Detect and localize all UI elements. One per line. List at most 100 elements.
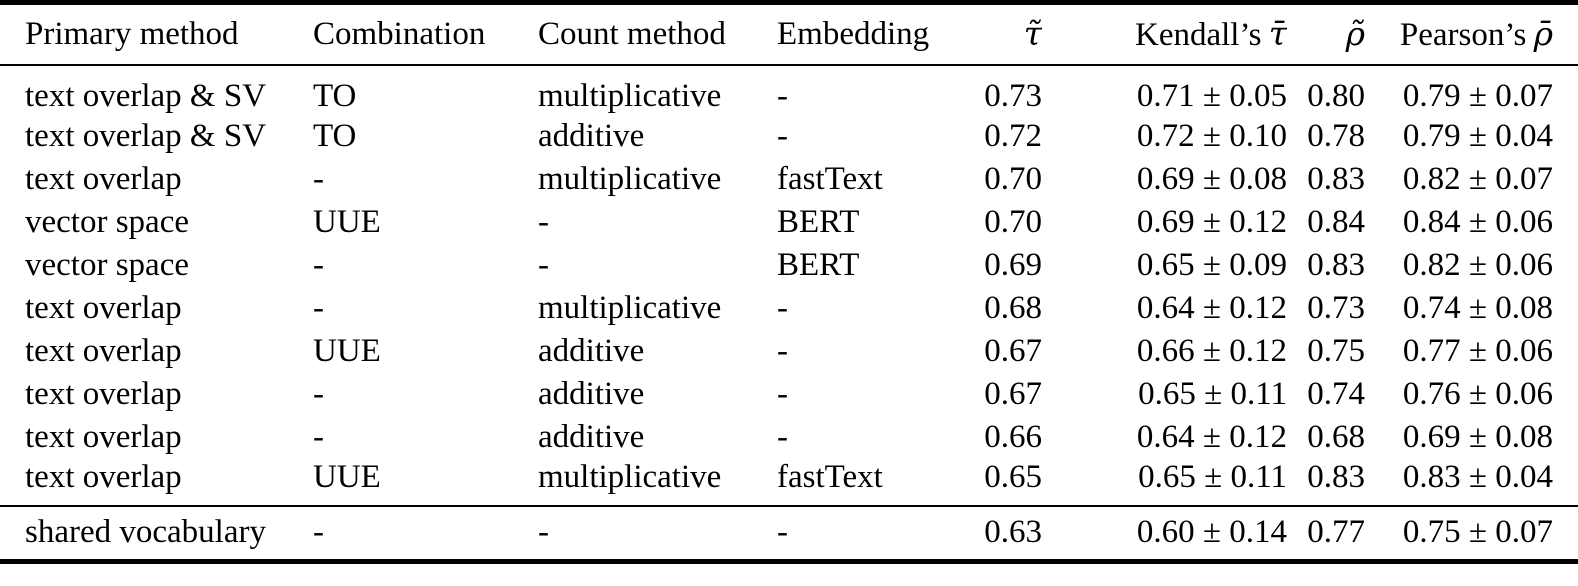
table-row: text overlap UUE multiplicative fastText… [0, 459, 1578, 506]
cell-count-method: multiplicative [538, 289, 722, 326]
cell-count-method: additive [538, 418, 645, 455]
header-pearsons-rho: Pearson’s ρ̄ [1365, 3, 1578, 65]
cell-embedding: - [777, 375, 788, 412]
cell-combination: - [313, 418, 324, 455]
cell-combination: TO [313, 117, 357, 154]
cell-count-method: additive [538, 332, 645, 369]
cell-primary-method: text overlap [25, 160, 182, 197]
cell-embedding: fastText [777, 458, 883, 495]
cell-rho-tilde: 0.68 [1307, 418, 1365, 455]
cell-kendalls-tau: 0.72 ± 0.10 [1136, 117, 1287, 154]
cell-count-method: - [538, 514, 549, 551]
table-row: text overlap & SV TO multiplicative - 0.… [0, 65, 1578, 115]
cell-pearsons-rho: 0.79 ± 0.07 [1402, 77, 1553, 114]
table-row: text overlap - additive - 0.67 0.65 ± 0.… [0, 373, 1578, 416]
cell-tau-tilde: 0.66 [984, 418, 1042, 455]
cell-primary-method: vector space [25, 246, 189, 283]
cell-combination: TO [313, 77, 357, 114]
header-embedding: Embedding [777, 15, 930, 52]
cell-kendalls-tau: 0.69 ± 0.12 [1136, 203, 1287, 240]
pearsons-label: Pearson’s [1399, 17, 1527, 54]
cell-count-method: - [538, 203, 549, 240]
cell-kendalls-tau: 0.65 ± 0.09 [1136, 246, 1287, 283]
cell-tau-tilde: 0.65 [984, 458, 1042, 495]
cell-count-method: multiplicative [538, 160, 722, 197]
cell-count-method: multiplicative [538, 77, 722, 114]
cell-tau-tilde: 0.73 [984, 77, 1042, 114]
cell-kendalls-tau: 0.71 ± 0.05 [1136, 77, 1287, 114]
cell-kendalls-tau: 0.69 ± 0.08 [1136, 160, 1287, 197]
cell-count-method: multiplicative [538, 458, 722, 495]
table-row: vector space UUE - BERT 0.70 0.69 ± 0.12… [0, 201, 1578, 244]
rho-tilde-symbol: ρ̃ [1345, 14, 1365, 54]
table-row: vector space - - BERT 0.69 0.65 ± 0.09 0… [0, 244, 1578, 287]
cell-pearsons-rho: 0.83 ± 0.04 [1402, 458, 1553, 495]
cell-pearsons-rho: 0.77 ± 0.06 [1402, 332, 1553, 369]
tau-bar-symbol: τ̄ [1268, 14, 1287, 54]
table-body-main: text overlap & SV TO multiplicative - 0.… [0, 65, 1578, 506]
table-row: text overlap - multiplicative - 0.68 0.6… [0, 287, 1578, 330]
cell-primary-method: shared vocabulary [25, 514, 266, 551]
cell-rho-tilde: 0.83 [1307, 458, 1365, 495]
rho-bar-symbol: ρ̄ [1533, 14, 1553, 54]
cell-primary-method: text overlap [25, 418, 182, 455]
cell-tau-tilde: 0.63 [984, 514, 1042, 551]
cell-embedding: - [777, 514, 788, 551]
cell-tau-tilde: 0.70 [984, 203, 1042, 240]
cell-pearsons-rho: 0.69 ± 0.08 [1402, 418, 1553, 455]
cell-primary-method: vector space [25, 203, 189, 240]
table-row-baseline: shared vocabulary - - - 0.63 0.60 ± 0.14… [0, 506, 1578, 562]
kendalls-label: Kendall’s [1135, 17, 1262, 54]
cell-combination: UUE [313, 332, 381, 369]
cell-primary-method: text overlap [25, 458, 182, 495]
cell-tau-tilde: 0.72 [984, 117, 1042, 154]
table-header: Primary method Combination Count method … [0, 3, 1578, 65]
cell-embedding: - [777, 117, 788, 154]
cell-embedding: - [777, 418, 788, 455]
results-table: Primary method Combination Count method … [0, 0, 1578, 564]
cell-tau-tilde: 0.67 [984, 375, 1042, 412]
tau-tilde-symbol: τ̃ [1023, 14, 1042, 54]
table-row: text overlap - multiplicative fastText 0… [0, 158, 1578, 201]
cell-pearsons-rho: 0.82 ± 0.07 [1402, 160, 1553, 197]
cell-rho-tilde: 0.78 [1307, 117, 1365, 154]
cell-tau-tilde: 0.67 [984, 332, 1042, 369]
cell-embedding: BERT [777, 203, 860, 240]
cell-pearsons-rho: 0.76 ± 0.06 [1402, 375, 1553, 412]
cell-combination: - [313, 160, 324, 197]
header-row: Primary method Combination Count method … [0, 3, 1578, 65]
cell-rho-tilde: 0.83 [1307, 246, 1365, 283]
cell-combination: UUE [313, 203, 381, 240]
cell-count-method: additive [538, 117, 645, 154]
cell-pearsons-rho: 0.82 ± 0.06 [1402, 246, 1553, 283]
cell-combination: - [313, 375, 324, 412]
cell-embedding: - [777, 77, 788, 114]
cell-embedding: - [777, 332, 788, 369]
header-kendalls-tau: Kendall’s τ̄ [1042, 3, 1287, 65]
cell-count-method: - [538, 246, 549, 283]
cell-combination: - [313, 246, 324, 283]
cell-primary-method: text overlap [25, 375, 182, 412]
cell-kendalls-tau: 0.64 ± 0.12 [1136, 418, 1287, 455]
cell-tau-tilde: 0.68 [984, 289, 1042, 326]
cell-rho-tilde: 0.74 [1307, 375, 1365, 412]
header-count-method: Count method [538, 15, 726, 52]
header-combination: Combination [313, 15, 486, 52]
header-rho-tilde: ρ̃ [1287, 3, 1365, 65]
cell-pearsons-rho: 0.84 ± 0.06 [1402, 203, 1553, 240]
cell-primary-method: text overlap [25, 332, 182, 369]
cell-combination: - [313, 514, 324, 551]
cell-pearsons-rho: 0.75 ± 0.07 [1402, 514, 1553, 551]
cell-kendalls-tau: 0.65 ± 0.11 [1138, 375, 1287, 412]
cell-rho-tilde: 0.83 [1307, 160, 1365, 197]
table-row: text overlap & SV TO additive - 0.72 0.7… [0, 115, 1578, 158]
table-row: text overlap - additive - 0.66 0.64 ± 0.… [0, 416, 1578, 459]
cell-tau-tilde: 0.70 [984, 160, 1042, 197]
cell-kendalls-tau: 0.60 ± 0.14 [1136, 514, 1287, 551]
table-row: text overlap UUE additive - 0.67 0.66 ± … [0, 330, 1578, 373]
cell-primary-method: text overlap & SV [25, 77, 267, 114]
cell-embedding: - [777, 289, 788, 326]
header-tau-tilde: τ̃ [942, 3, 1042, 65]
cell-kendalls-tau: 0.66 ± 0.12 [1136, 332, 1287, 369]
